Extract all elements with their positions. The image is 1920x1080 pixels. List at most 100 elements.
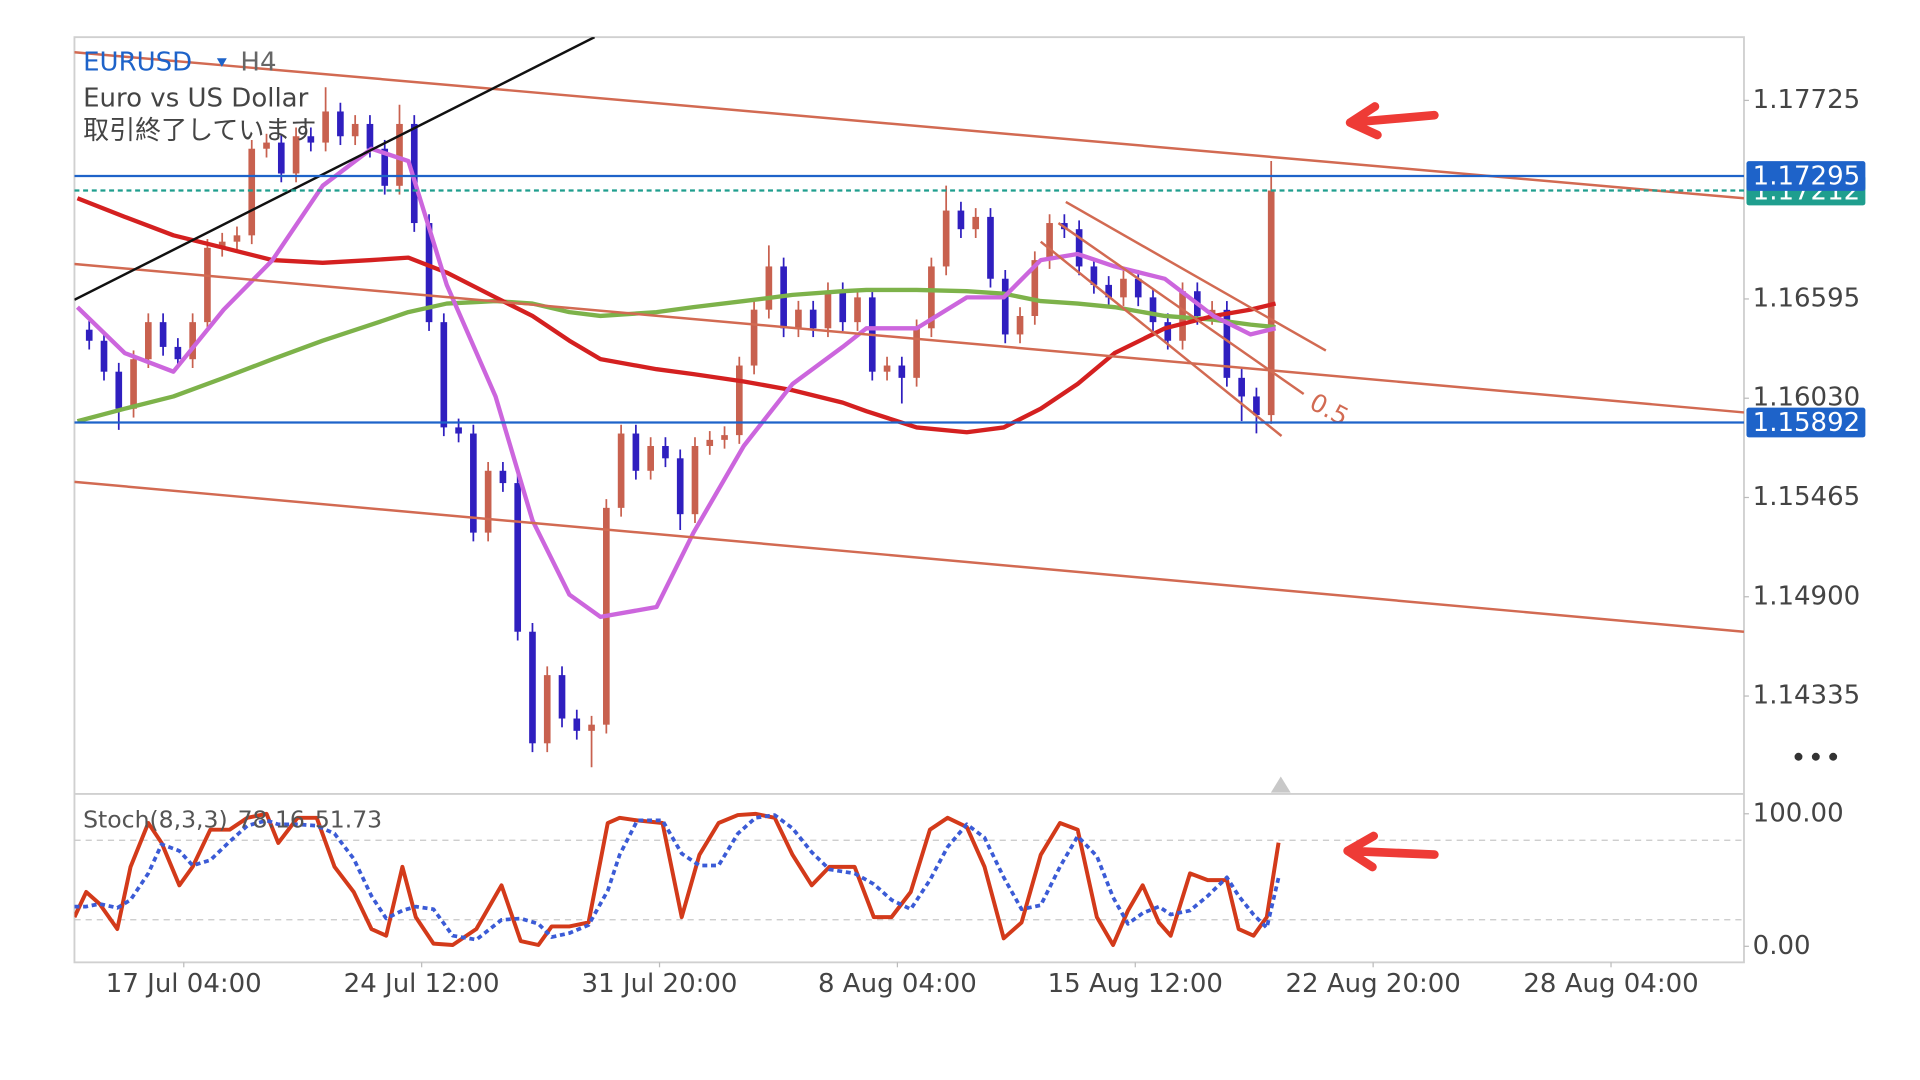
candle-body (1075, 229, 1083, 267)
candle-body (1253, 396, 1260, 416)
candle-body (928, 266, 935, 329)
annotation-arrow (1343, 831, 1439, 872)
header: EURUSD H4 Euro vs US Dollar 取引終了しています (83, 48, 316, 146)
candle-body (218, 241, 226, 248)
candle-body (100, 340, 108, 372)
candle-body (972, 216, 980, 230)
menu-dot[interactable] (1829, 752, 1838, 761)
candle-body (292, 136, 300, 174)
candle-body (987, 216, 994, 279)
candle-body (942, 210, 950, 267)
candle-body (721, 435, 728, 440)
candle-body (765, 266, 773, 310)
x-tick-label: 31 Jul 20:00 (582, 969, 738, 999)
timeframe[interactable]: H4 (240, 48, 276, 78)
menu-dot[interactable] (1794, 752, 1803, 761)
candle-body (455, 427, 462, 434)
candle-body (529, 631, 536, 744)
candle-body (159, 322, 167, 347)
candle-body (913, 328, 920, 378)
candle-body (514, 483, 522, 632)
candle-body (750, 309, 758, 366)
stoch-d-line (74, 813, 1281, 942)
candle-body (248, 148, 256, 236)
candle-body (499, 470, 507, 484)
candle-body (351, 123, 359, 137)
stoch-y-tick-label: 0.00 (1753, 931, 1811, 961)
y-tick-label: 1.16595 (1753, 283, 1861, 313)
y-tick-label: 1.14335 (1753, 681, 1861, 711)
price-label: 1.15892 (1753, 408, 1861, 438)
market-status: 取引終了しています (83, 116, 316, 146)
price-label: 1.17295 (1753, 162, 1861, 192)
annotation-arrow (1345, 102, 1439, 140)
candle-body (204, 247, 211, 323)
candle-body (1016, 315, 1024, 335)
candle-body (233, 235, 241, 242)
candle-body (1120, 278, 1127, 298)
x-tick-label: 15 Aug 12:00 (1048, 969, 1223, 999)
candle-body (1031, 260, 1039, 316)
panel-resize-handle[interactable] (1270, 776, 1291, 793)
stoch-k-line (74, 811, 1281, 947)
candle-body (824, 291, 832, 329)
trend-line (74, 37, 596, 301)
candle-body (795, 309, 802, 329)
moving-average (76, 196, 1277, 435)
main-panel: 0.5 (74, 37, 1744, 768)
candle-body (440, 322, 448, 428)
candle-body (809, 309, 817, 329)
candle-body (1090, 266, 1098, 285)
trend-line (74, 480, 1744, 633)
symbol[interactable]: EURUSD (83, 48, 192, 78)
candle-body (691, 446, 699, 515)
candle-body (1046, 223, 1053, 261)
candle-body (1164, 322, 1172, 341)
menu-dot[interactable] (1811, 752, 1820, 761)
candle-body (543, 675, 551, 744)
symbol-dropdown[interactable] (216, 58, 227, 67)
candle-body (144, 322, 152, 360)
candle-body (1238, 377, 1245, 397)
candle-body (322, 111, 329, 143)
candle-body (366, 123, 374, 149)
moving-average (76, 287, 1276, 424)
candle-body (307, 136, 315, 143)
candle-body (396, 123, 403, 186)
candle-body (484, 470, 492, 533)
stoch-header: Stoch(8,3,3) 78.16 51.73 (83, 806, 382, 834)
candle-body (337, 111, 344, 137)
axes: 1.177251.165951.160301.154651.149001.143… (106, 85, 1866, 999)
candle-body (381, 148, 389, 186)
trend-line (74, 262, 1744, 414)
candle-body (1134, 278, 1142, 298)
candle-body (1105, 284, 1113, 298)
candle-body (898, 365, 906, 378)
candle-body (883, 365, 891, 372)
candle-body (632, 433, 640, 471)
y-tick-label: 1.14900 (1753, 581, 1861, 611)
stoch-label: Stoch(8,3,3) (83, 806, 228, 834)
x-tick-label: 28 Aug 04:00 (1523, 969, 1698, 999)
candle-body (558, 675, 566, 719)
description: Euro vs US Dollar (83, 84, 309, 114)
x-tick-label: 22 Aug 20:00 (1285, 969, 1460, 999)
stoch-d-value: 51.73 (315, 806, 382, 834)
y-tick-label: 1.17725 (1753, 85, 1861, 115)
candle-body (189, 322, 196, 360)
candle-body (662, 446, 669, 459)
candle-body (115, 371, 123, 409)
trend-line (1057, 222, 1305, 396)
candle-body (85, 329, 93, 341)
candle-body (706, 439, 714, 447)
candle-body (1149, 297, 1157, 323)
x-tick-label: 24 Jul 12:00 (344, 969, 500, 999)
moving-average (75, 146, 1277, 620)
more-menu[interactable] (1794, 752, 1838, 761)
x-tick-label: 8 Aug 04:00 (818, 969, 977, 999)
trend-line (1065, 200, 1327, 352)
x-tick-label: 17 Jul 04:00 (106, 969, 262, 999)
